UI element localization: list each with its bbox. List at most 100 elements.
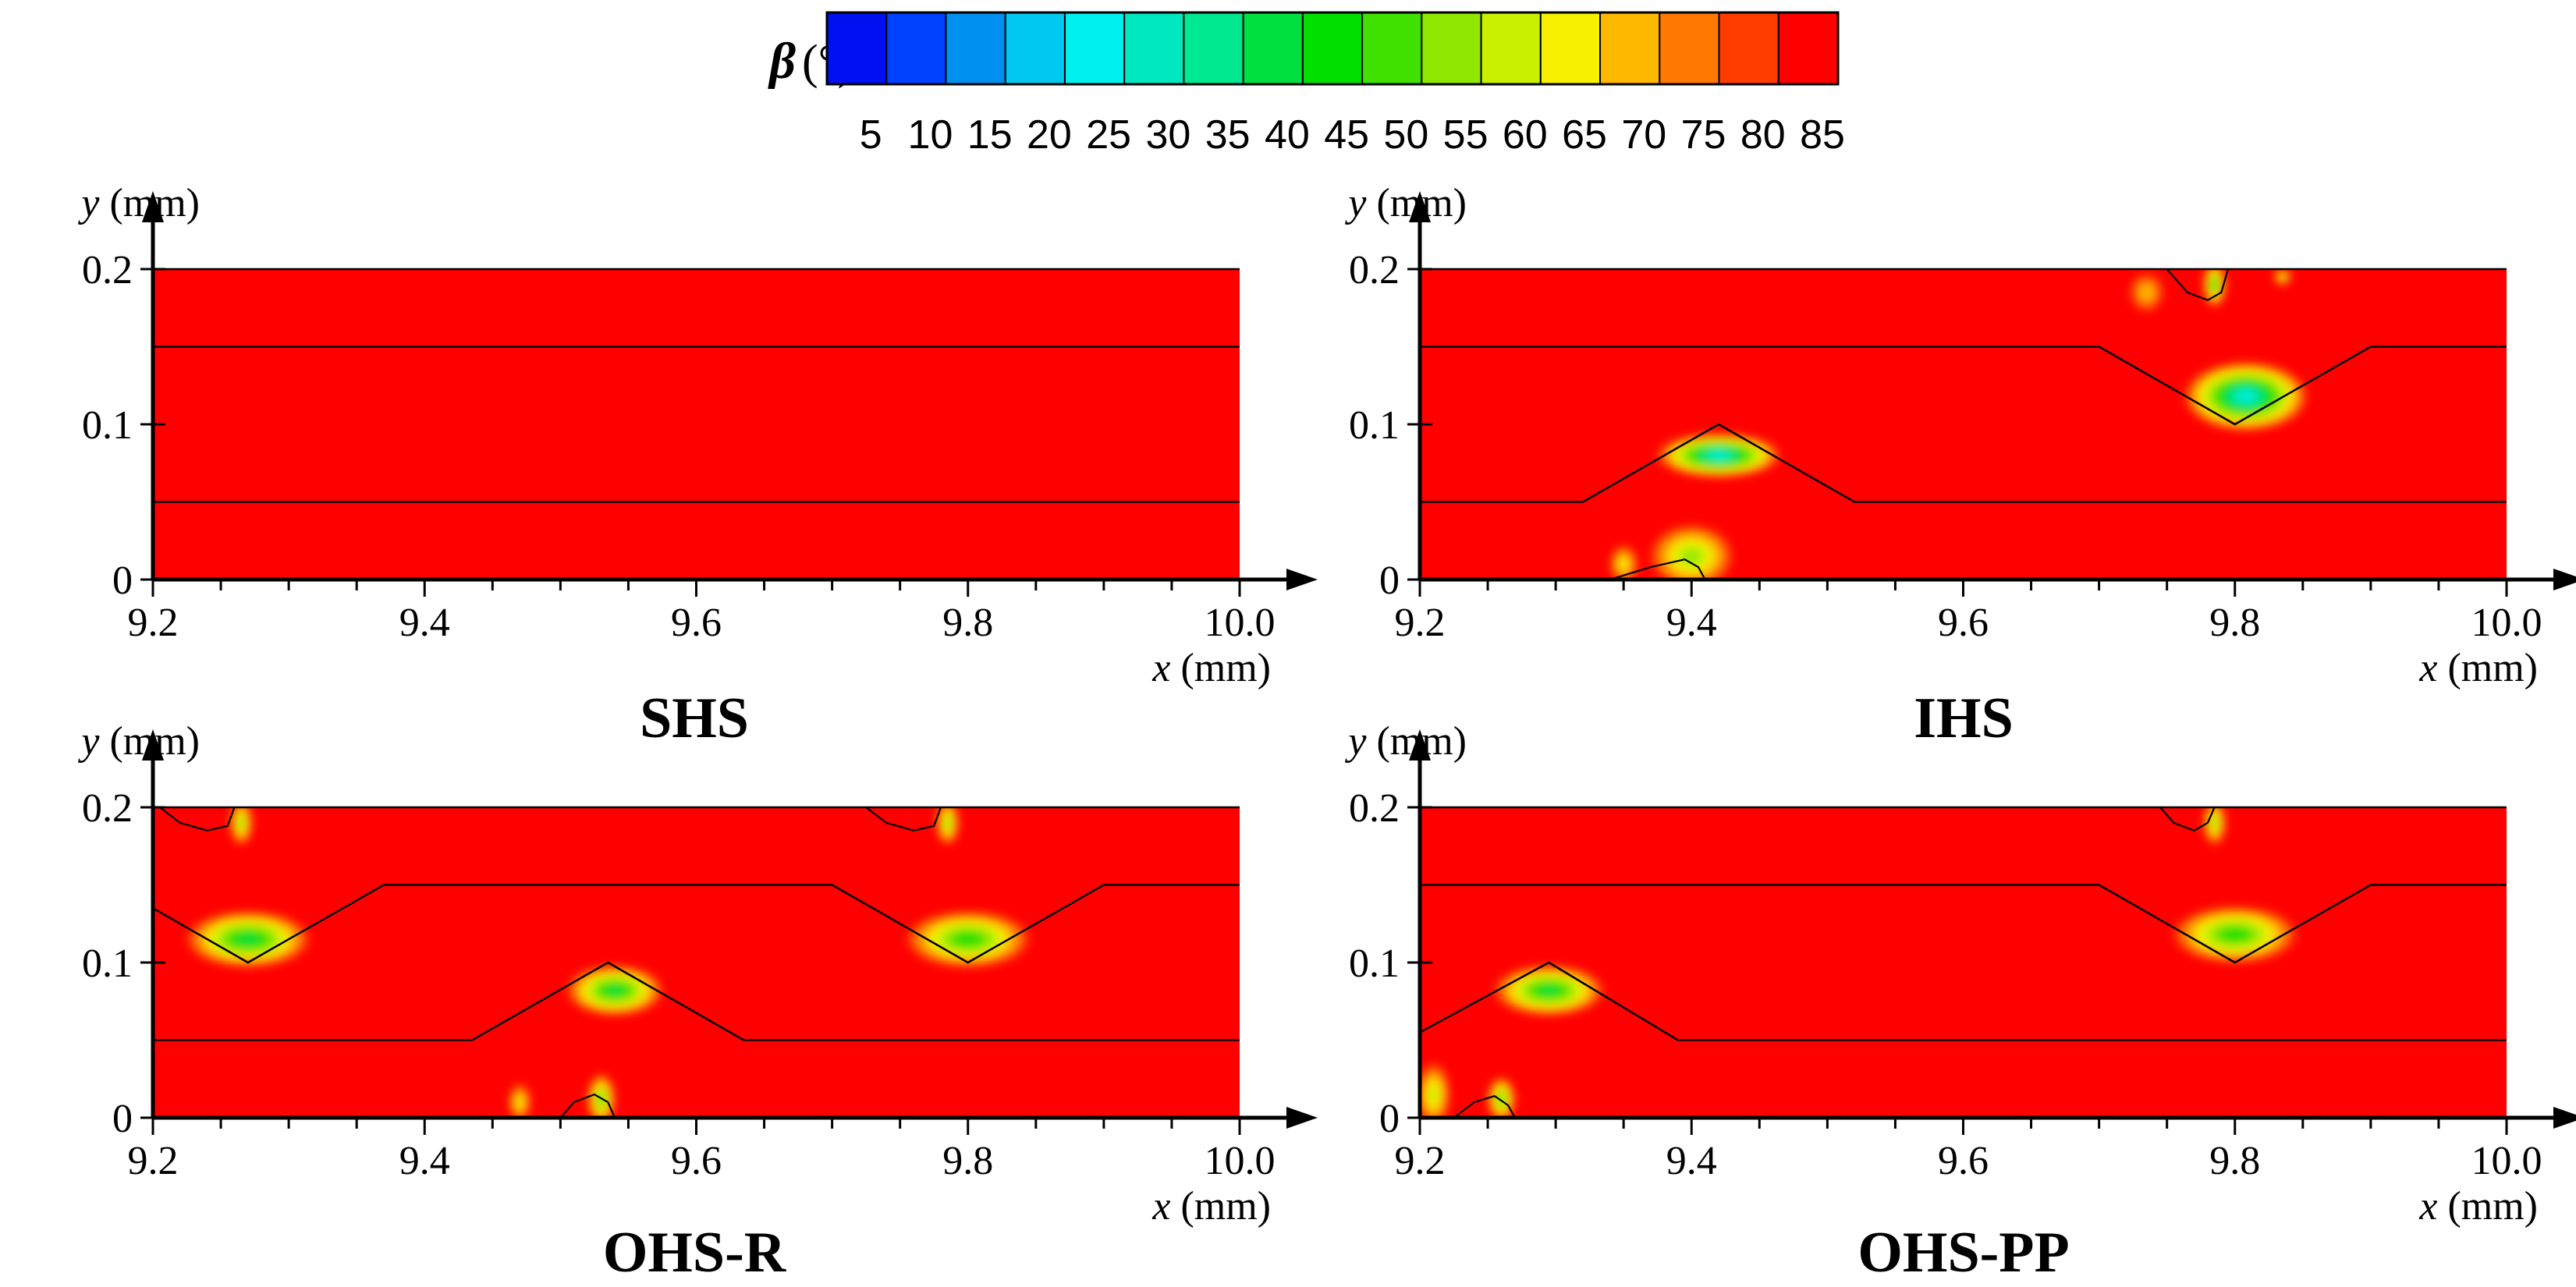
y-axis-unit: (mm) xyxy=(99,181,200,225)
y-axis-symbol: y xyxy=(77,181,100,225)
colorbar-tick-label: 25 xyxy=(1086,112,1131,158)
x-axis-arrow xyxy=(2553,569,2576,590)
colorbar-cell xyxy=(885,12,947,85)
x-tick-label: 9.6 xyxy=(1938,601,1989,645)
contour-line xyxy=(1453,1094,1516,1118)
y-tick-label: 0.1 xyxy=(82,941,133,986)
y-axis-arrow xyxy=(142,729,164,760)
panel-ohs-r: 9.2 9.4 9.6 9.8 10.000.10.2x (mm)y (mm)OHS-R xyxy=(77,719,1318,1285)
colorbar-cell xyxy=(1659,12,1720,85)
beta-band xyxy=(1619,558,1628,571)
colorbar-tick-label: 75 xyxy=(1681,112,1726,158)
y-tick-label: 0 xyxy=(112,558,133,603)
x-tick-label: 9.2 xyxy=(1395,1139,1446,1183)
y-tick-label: 0.2 xyxy=(1349,248,1400,292)
panels: 9.2 9.4 9.6 9.8 10.000.10.2x (mm)y (mm)SHS9.… xyxy=(77,181,2576,1285)
y-axis-label: y (mm) xyxy=(77,181,200,225)
beta-band xyxy=(238,934,258,944)
beta-band xyxy=(238,817,244,828)
beta-band xyxy=(2212,280,2217,289)
colorbar-tick-label: 50 xyxy=(1383,112,1428,158)
y-tick-label: 0.2 xyxy=(82,786,133,831)
x-axis-symbol: x xyxy=(2418,646,2437,690)
colorbar-cell xyxy=(1004,12,1066,85)
interface-line xyxy=(1420,346,2507,426)
x-axis-label: x (mm) xyxy=(1151,1184,1271,1228)
contour-line xyxy=(2166,269,2230,302)
y-tick-label: 0.1 xyxy=(1349,403,1400,448)
y-tick-label: 0.1 xyxy=(82,403,133,448)
colorbar-tick-label: 65 xyxy=(1562,112,1607,158)
y-axis-symbol: y xyxy=(1344,181,1367,225)
x-axis-unit: (mm) xyxy=(1170,1184,1271,1228)
x-tick-label: 9.8 xyxy=(942,601,993,645)
x-tick-label: 10.0 xyxy=(2471,1139,2542,1183)
panel-title: IHS xyxy=(1914,686,2014,750)
colorbar-cell xyxy=(1123,12,1185,85)
panel-ihs: 9.2 9.4 9.6 9.8 10.000.10.2x (mm)y (mm)IHS xyxy=(1344,181,2576,750)
y-axis-label: y (mm) xyxy=(1344,719,1467,764)
colorbar-symbol: β xyxy=(767,33,796,90)
beta-band xyxy=(1540,986,1558,994)
beta-band xyxy=(2280,275,2285,279)
beta-band xyxy=(2238,392,2254,401)
interface-line xyxy=(1419,961,2507,1041)
colorbar-cell xyxy=(1599,12,1661,85)
colorbar-cell xyxy=(1480,12,1542,85)
colorbar-cell xyxy=(1242,12,1304,85)
plot-area xyxy=(1420,269,2507,580)
colorbar-tick-label: 5 xyxy=(860,112,882,158)
y-axis-unit: (mm) xyxy=(99,719,200,764)
beta-band xyxy=(2139,284,2154,301)
beta-band xyxy=(2223,929,2246,940)
y-tick-label: 0 xyxy=(1379,1097,1400,1141)
x-tick-label: 9.2 xyxy=(1395,601,1446,645)
x-tick-label: 9.2 xyxy=(128,1139,179,1183)
y-tick-label: 0.2 xyxy=(82,248,133,292)
colorbar-cell xyxy=(1183,12,1244,85)
panel-ohs-pp: 9.2 9.4 9.6 9.8 10.000.10.2x (mm)y (mm)OHS-P… xyxy=(1344,719,2576,1285)
x-axis-symbol: x xyxy=(1151,646,1170,690)
colorbar-cell xyxy=(1421,12,1482,85)
colorbar-tick-label: 85 xyxy=(1800,112,1845,158)
x-tick-label: 9.2 xyxy=(128,601,179,645)
colorbar-cells xyxy=(825,11,1840,86)
beta-band xyxy=(956,934,979,945)
x-tick-label: 10.0 xyxy=(2471,601,2542,645)
contour-line xyxy=(559,1093,616,1118)
contour-line xyxy=(159,807,236,831)
panel-title: OHS-PP xyxy=(1857,1221,2069,1285)
colorbar-tick-label: 30 xyxy=(1145,112,1190,158)
x-axis-label: x (mm) xyxy=(2418,1184,2538,1228)
colorbar-cell xyxy=(1718,12,1779,85)
panel-title: OHS-R xyxy=(603,1221,787,1285)
y-axis-arrow xyxy=(1409,191,1431,222)
y-tick-label: 0 xyxy=(1379,558,1400,603)
colorbar-tick-label: 10 xyxy=(908,112,953,158)
interface-line xyxy=(1420,884,2507,964)
beta-band xyxy=(1682,548,1701,564)
x-axis-label: x (mm) xyxy=(1151,646,1271,690)
x-tick-label: 10.0 xyxy=(1205,601,1276,645)
x-tick-label: 9.6 xyxy=(671,601,722,645)
beta-band xyxy=(1711,452,1726,459)
colorbar-frame xyxy=(825,11,1840,86)
y-tick-label: 0.2 xyxy=(1349,786,1400,831)
colorbar-cell xyxy=(1539,12,1602,85)
colorbar-cell xyxy=(1063,12,1126,85)
colorbar-tick-label: 40 xyxy=(1265,112,1310,158)
y-axis-unit: (mm) xyxy=(1366,719,1467,764)
y-axis-label: y (mm) xyxy=(77,719,200,764)
colorbar-cell xyxy=(1301,12,1364,85)
x-axis-arrow xyxy=(1286,1107,1318,1129)
x-axis-unit: (mm) xyxy=(2437,1184,2538,1228)
x-tick-label: 9.4 xyxy=(1666,601,1717,645)
interface-line xyxy=(153,961,1240,1041)
y-tick-label: 0 xyxy=(112,1097,133,1141)
interface-line xyxy=(1420,423,2507,503)
x-tick-label: 9.4 xyxy=(399,1139,450,1183)
x-axis-label: x (mm) xyxy=(2418,646,2538,690)
colorbar-tick-label: 15 xyxy=(967,112,1013,158)
